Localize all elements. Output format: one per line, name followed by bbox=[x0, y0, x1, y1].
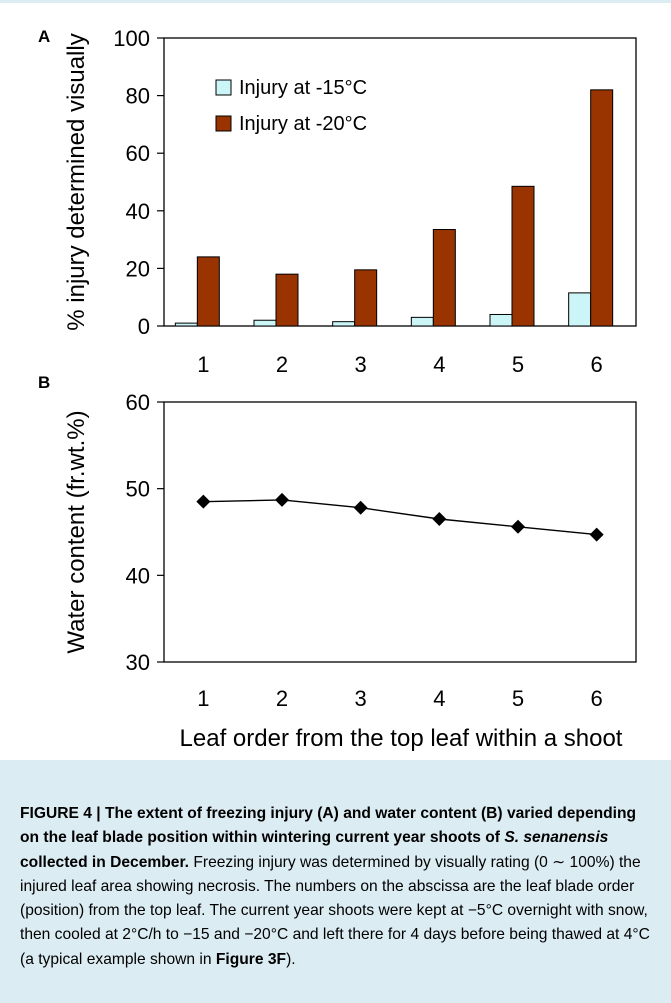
legend-label-20c: Injury at -20°C bbox=[239, 113, 367, 135]
panel-b-ytick-label: 30 bbox=[126, 650, 150, 675]
water-content-marker bbox=[196, 494, 211, 509]
legend-swatch-20c bbox=[215, 115, 232, 132]
water-content-marker bbox=[432, 512, 447, 526]
panel-a-ytick-label: 100 bbox=[113, 26, 150, 51]
bar-injury-20c bbox=[354, 269, 378, 327]
caption-body-end: ). bbox=[286, 950, 296, 968]
caption-box: FIGURE 4 | The extent of freezing injury… bbox=[0, 760, 671, 1003]
panel-b-plot-frame bbox=[163, 401, 637, 663]
panel-b-ytick-label: 40 bbox=[126, 563, 150, 588]
panel-a-xtick-label: 5 bbox=[512, 352, 524, 377]
water-content-marker bbox=[589, 527, 604, 542]
panel-a-ytick-label: 60 bbox=[126, 141, 150, 166]
panel-a-ytick-label: 80 bbox=[126, 84, 150, 109]
panel-b-xtick-label: 4 bbox=[433, 686, 445, 711]
legend-swatch-15c bbox=[215, 79, 232, 96]
bar-injury-15c bbox=[332, 321, 356, 327]
panel-b-xtick-label: 6 bbox=[591, 686, 603, 711]
bar-injury-20c bbox=[275, 273, 299, 327]
panel-b-xtick-label: 5 bbox=[512, 686, 524, 711]
panel-b-chart: Water content (fr.wt.%) Leaf order from … bbox=[63, 390, 637, 752]
panel-b-label: B bbox=[38, 373, 50, 392]
water-content-marker bbox=[511, 519, 525, 534]
bar-injury-15c bbox=[489, 313, 513, 327]
panel-b-xtick-label: 2 bbox=[276, 686, 288, 711]
water-content-marker bbox=[353, 500, 368, 515]
caption-species: S. senanensis bbox=[504, 829, 609, 847]
caption-title: FIGURE 4 | The extent of freezing injury… bbox=[20, 805, 637, 847]
top-rule bbox=[0, 0, 671, 3]
panel-a-chart: % injury determined visually Injury at -… bbox=[63, 26, 637, 377]
bar-injury-15c bbox=[253, 319, 277, 327]
water-content-marker bbox=[275, 492, 289, 507]
water-content-line bbox=[203, 499, 597, 536]
bar-injury-20c bbox=[432, 229, 456, 327]
panel-b-ytick-label: 50 bbox=[126, 477, 150, 502]
legend-label-15c: Injury at -15°C bbox=[239, 77, 367, 99]
panel-a-ylabel: % injury determined visually bbox=[63, 33, 90, 330]
panel-a-xtick-label: 2 bbox=[276, 352, 288, 377]
bar-injury-20c bbox=[511, 185, 535, 327]
panel-b-xtick-label: 3 bbox=[355, 686, 367, 711]
panel-a-xtick-label: 1 bbox=[197, 352, 209, 377]
bar-injury-20c bbox=[196, 256, 220, 327]
panel-a-xtick-label: 3 bbox=[355, 352, 367, 377]
figure-caption: FIGURE 4 | The extent of freezing injury… bbox=[20, 802, 651, 972]
bar-injury-15c bbox=[568, 292, 592, 327]
caption-body: Freezing injury was determined by visual… bbox=[20, 853, 650, 968]
panel-a-ytick-label: 40 bbox=[126, 199, 150, 224]
caption-title-end: collected in December. bbox=[20, 853, 190, 871]
panel-a-xtick-label: 4 bbox=[433, 352, 445, 377]
panel-b-ytick-label: 60 bbox=[126, 390, 150, 415]
bar-injury-20c bbox=[590, 89, 614, 327]
panel-a-ytick-label: 0 bbox=[138, 314, 150, 339]
panel-a-plot-frame bbox=[163, 37, 637, 327]
panel-a-legend: Injury at -15°C Injury at -20°C bbox=[215, 77, 367, 135]
panel-a-label: A bbox=[38, 27, 50, 46]
panel-b-xlabel: Leaf order from the top leaf within a sh… bbox=[180, 725, 623, 752]
panel-b-xtick-label: 1 bbox=[197, 686, 209, 711]
bar-injury-15c bbox=[410, 316, 434, 327]
figure: A % injury determined visually Injury at… bbox=[38, 26, 637, 752]
panel-a-xtick-label: 6 bbox=[591, 352, 603, 377]
panel-a-ytick-label: 20 bbox=[126, 256, 150, 281]
panel-b-ylabel: Water content (fr.wt.%) bbox=[63, 410, 90, 653]
caption-figure-ref: Figure 3F bbox=[215, 950, 287, 968]
bar-injury-15c bbox=[174, 322, 198, 327]
